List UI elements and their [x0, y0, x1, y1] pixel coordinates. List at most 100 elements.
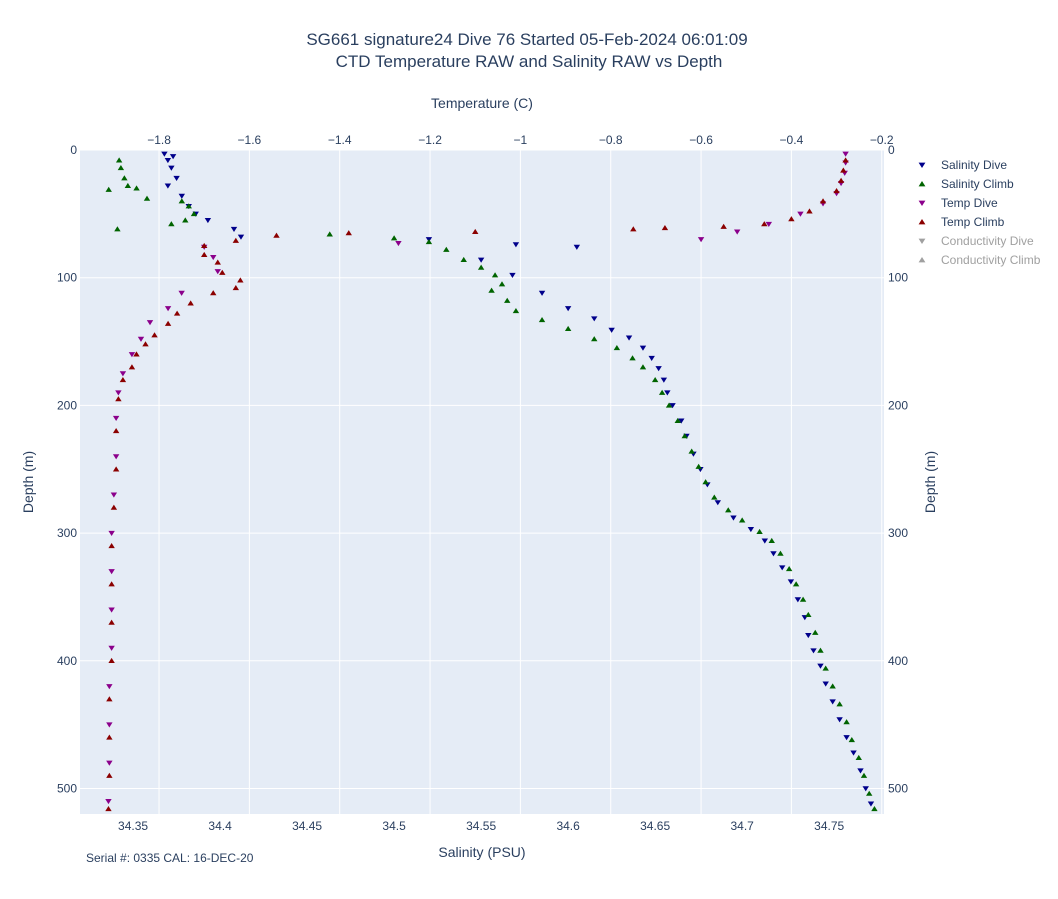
data-point — [108, 530, 115, 536]
legend-item-temp-climb[interactable]: Temp Climb — [918, 215, 1005, 229]
data-marks — [105, 151, 878, 812]
series-temp-climb — [105, 157, 849, 812]
legend-item-temp-dive[interactable]: Temp Dive — [918, 196, 998, 210]
gridlines — [80, 149, 884, 814]
data-point — [573, 244, 581, 250]
data-point — [669, 403, 676, 409]
salinity-tick-label: 34.5 — [382, 819, 406, 833]
data-point — [817, 663, 824, 669]
legend-item-salinity-climb[interactable]: Salinity Climb — [918, 177, 1014, 191]
data-point — [168, 221, 175, 227]
data-point — [201, 251, 208, 257]
data-point — [190, 210, 198, 217]
data-point — [151, 332, 158, 338]
data-point — [108, 542, 115, 549]
data-point — [688, 448, 695, 454]
data-point — [871, 806, 878, 812]
data-point — [182, 217, 189, 223]
data-point — [817, 647, 824, 653]
chart-title-line2: CTD Temperature RAW and Salinity RAW vs … — [336, 52, 723, 71]
data-point — [173, 310, 181, 316]
data-point — [840, 167, 847, 173]
data-point — [655, 366, 662, 372]
depth-tick-label-right: 400 — [888, 654, 908, 668]
salinity-tick-label: 34.7 — [730, 819, 754, 833]
legend-item-conductivity-climb[interactable]: Conductivity Climb — [918, 253, 1041, 267]
data-point — [232, 285, 240, 291]
data-point — [797, 211, 804, 217]
legend-item-salinity-dive[interactable]: Salinity Dive — [918, 158, 1008, 172]
data-point — [237, 234, 245, 240]
triangle-down-icon — [918, 238, 926, 245]
data-point — [164, 157, 172, 164]
data-point — [629, 355, 636, 361]
data-point — [829, 699, 836, 705]
data-point — [230, 226, 238, 233]
data-point — [425, 239, 433, 245]
data-point — [110, 492, 118, 498]
data-point — [395, 240, 402, 247]
data-point — [564, 325, 572, 332]
depth-tick-label-right: 100 — [888, 271, 908, 285]
data-point — [112, 415, 120, 422]
data-point — [108, 607, 115, 613]
data-point — [697, 237, 705, 243]
data-point — [665, 402, 673, 408]
temperature-tick-label: −1.4 — [328, 133, 352, 147]
data-point — [477, 264, 485, 270]
data-point — [164, 183, 172, 189]
data-point — [843, 735, 850, 741]
legend[interactable]: Salinity Dive Salinity Climb Temp Dive Temp… — [918, 158, 1041, 267]
depth-tick-label-left: 0 — [70, 143, 77, 157]
data-point — [105, 798, 112, 805]
data-point — [805, 611, 812, 618]
data-point — [806, 208, 813, 214]
data-point — [115, 390, 122, 396]
data-point — [106, 772, 113, 778]
legend-item-conductivity-dive[interactable]: Conductivity Dive — [918, 234, 1034, 248]
data-point — [648, 355, 655, 362]
data-point — [106, 760, 113, 766]
data-point — [210, 255, 217, 261]
temperature-tick-label: −1.8 — [147, 133, 171, 147]
data-point — [761, 221, 768, 227]
triangle-up-icon — [918, 180, 926, 187]
temperature-tick-label: −1.2 — [418, 133, 442, 147]
data-point — [108, 569, 115, 575]
data-point — [119, 376, 127, 383]
data-point — [866, 790, 873, 796]
data-point — [651, 376, 659, 383]
data-point — [164, 320, 172, 326]
data-point — [232, 237, 240, 243]
temperature-tick-label: −1 — [514, 133, 528, 147]
chart-title-line1: SG661 signature24 Dive 76 Started 05-Feb… — [306, 30, 747, 49]
data-point — [625, 335, 633, 341]
triangle-up-icon — [918, 218, 926, 225]
data-point — [178, 290, 185, 296]
data-point — [810, 648, 817, 654]
data-point — [639, 364, 647, 370]
data-point — [613, 345, 621, 351]
series-salinity-dive — [161, 151, 875, 807]
data-point — [491, 272, 499, 278]
data-point — [108, 657, 115, 664]
data-point — [842, 157, 849, 163]
data-point — [112, 454, 120, 460]
data-point — [105, 186, 112, 192]
data-point — [564, 306, 572, 312]
data-point — [842, 151, 849, 157]
temperature-tick-label: −1.6 — [238, 133, 262, 147]
data-point — [512, 308, 520, 314]
data-point — [115, 157, 123, 163]
depth-tick-label-left: 500 — [57, 781, 77, 795]
data-point — [133, 351, 140, 357]
depth-tick-label-right: 0 — [888, 143, 895, 157]
data-point — [664, 390, 671, 396]
data-point — [345, 230, 352, 236]
data-point — [787, 579, 795, 585]
data-point — [219, 269, 226, 275]
data-point — [538, 290, 546, 296]
legend-label: Salinity Dive — [941, 158, 1007, 172]
salinity-tick-label: 34.6 — [556, 819, 580, 833]
temperature-tick-label: −0.2 — [870, 133, 894, 147]
